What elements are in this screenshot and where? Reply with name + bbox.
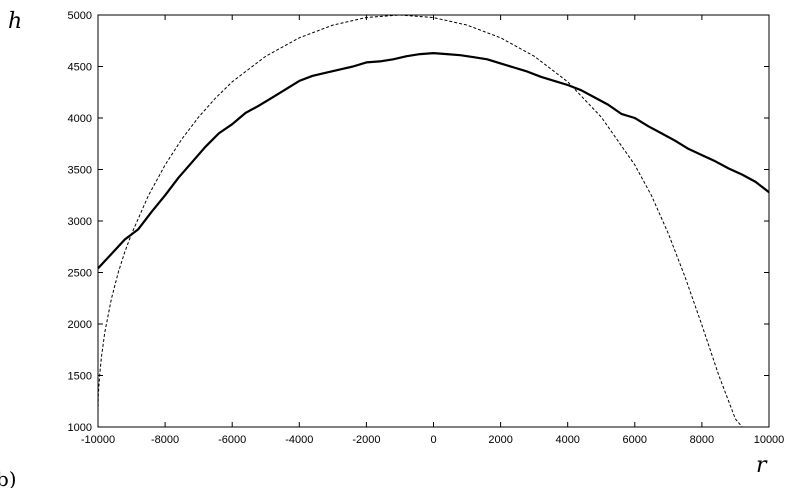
y-axis-label: h [8, 9, 22, 34]
y-tick-label: 3000 [68, 216, 92, 228]
plot-frame [97, 14, 770, 428]
x-tick-label: -2000 [352, 434, 380, 446]
y-tick-label: 2000 [68, 319, 92, 331]
y-tick-label: 1500 [68, 371, 92, 383]
y-tick-label: 1000 [68, 422, 92, 434]
y-tick-label: 4500 [68, 62, 92, 74]
y-tick-label: 5000 [68, 10, 92, 22]
tick-labels: -10000 -8000 -6000 -4000 -2000 0 2000 4000 6000 8… [68, 10, 785, 446]
x-tick-label: -4000 [285, 434, 313, 446]
series-line-dashed [97, 14, 770, 428]
x-tick-label: -10000 [81, 434, 115, 446]
x-tick-label: 0 [430, 434, 436, 446]
x-tick-label: -8000 [151, 434, 179, 446]
ticks [97, 14, 770, 428]
series-layer [97, 14, 770, 428]
x-tick-label: 10000 [754, 434, 785, 446]
x-tick-label: -6000 [218, 434, 246, 446]
x-axis-label: r [756, 453, 768, 478]
panel-label: b) [0, 467, 17, 488]
x-tick-label: 6000 [623, 434, 647, 446]
series-line-solid [97, 51, 770, 270]
x-tick-label: 8000 [690, 434, 714, 446]
y-tick-label: 2500 [68, 268, 92, 280]
x-tick-label: 4000 [555, 434, 579, 446]
y-tick-label: 4000 [68, 113, 92, 125]
x-tick-label: 2000 [488, 434, 512, 446]
y-tick-label: 3500 [68, 165, 92, 177]
